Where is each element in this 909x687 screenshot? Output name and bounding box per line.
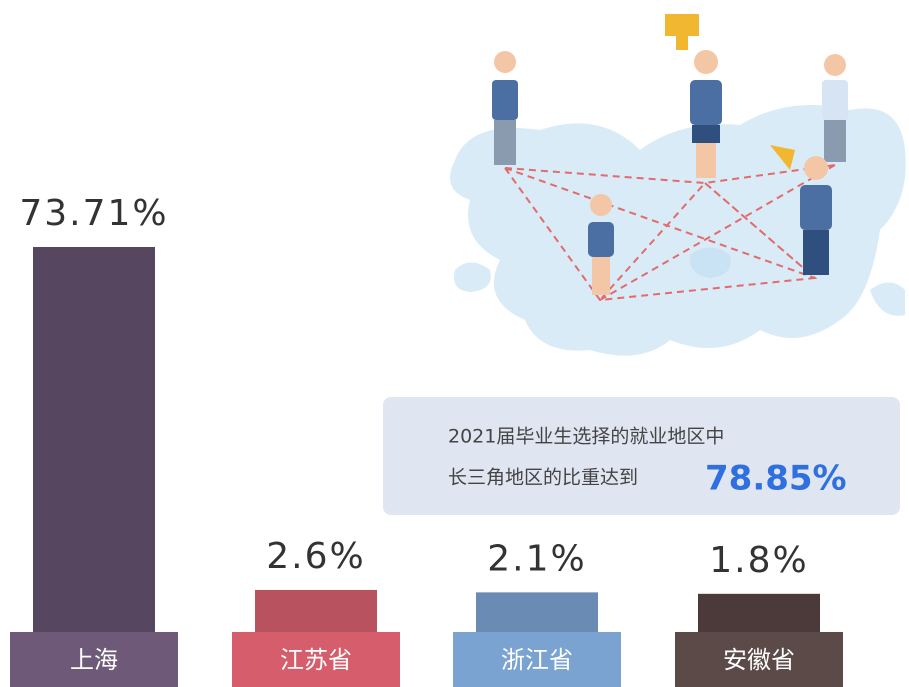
- data-label: 1.8%: [709, 540, 808, 581]
- data-label: 2.1%: [487, 538, 586, 579]
- bar: [698, 593, 820, 632]
- category-box: [453, 632, 621, 687]
- x-tick-label: 浙江省: [501, 646, 573, 674]
- illustration: [450, 14, 906, 356]
- bar: [476, 592, 598, 632]
- annotation-box: [383, 397, 900, 515]
- category-box: [232, 632, 400, 687]
- annotation-line: 长三角地区的比重达到: [448, 467, 638, 489]
- data-label: 73.71%: [19, 193, 168, 234]
- bar: [255, 589, 377, 632]
- category-box: [10, 632, 178, 687]
- annotation-line: 2021届毕业生选择的就业地区中: [448, 426, 724, 448]
- x-tick-label: 上海: [70, 646, 118, 674]
- data-label: 2.6%: [266, 536, 365, 577]
- annotation-highlight: 78.85%: [705, 459, 847, 499]
- category-box: [675, 632, 843, 687]
- x-tick-label: 江苏省: [280, 646, 352, 674]
- bar: [33, 246, 155, 632]
- x-tick-label: 安徽省: [723, 646, 795, 674]
